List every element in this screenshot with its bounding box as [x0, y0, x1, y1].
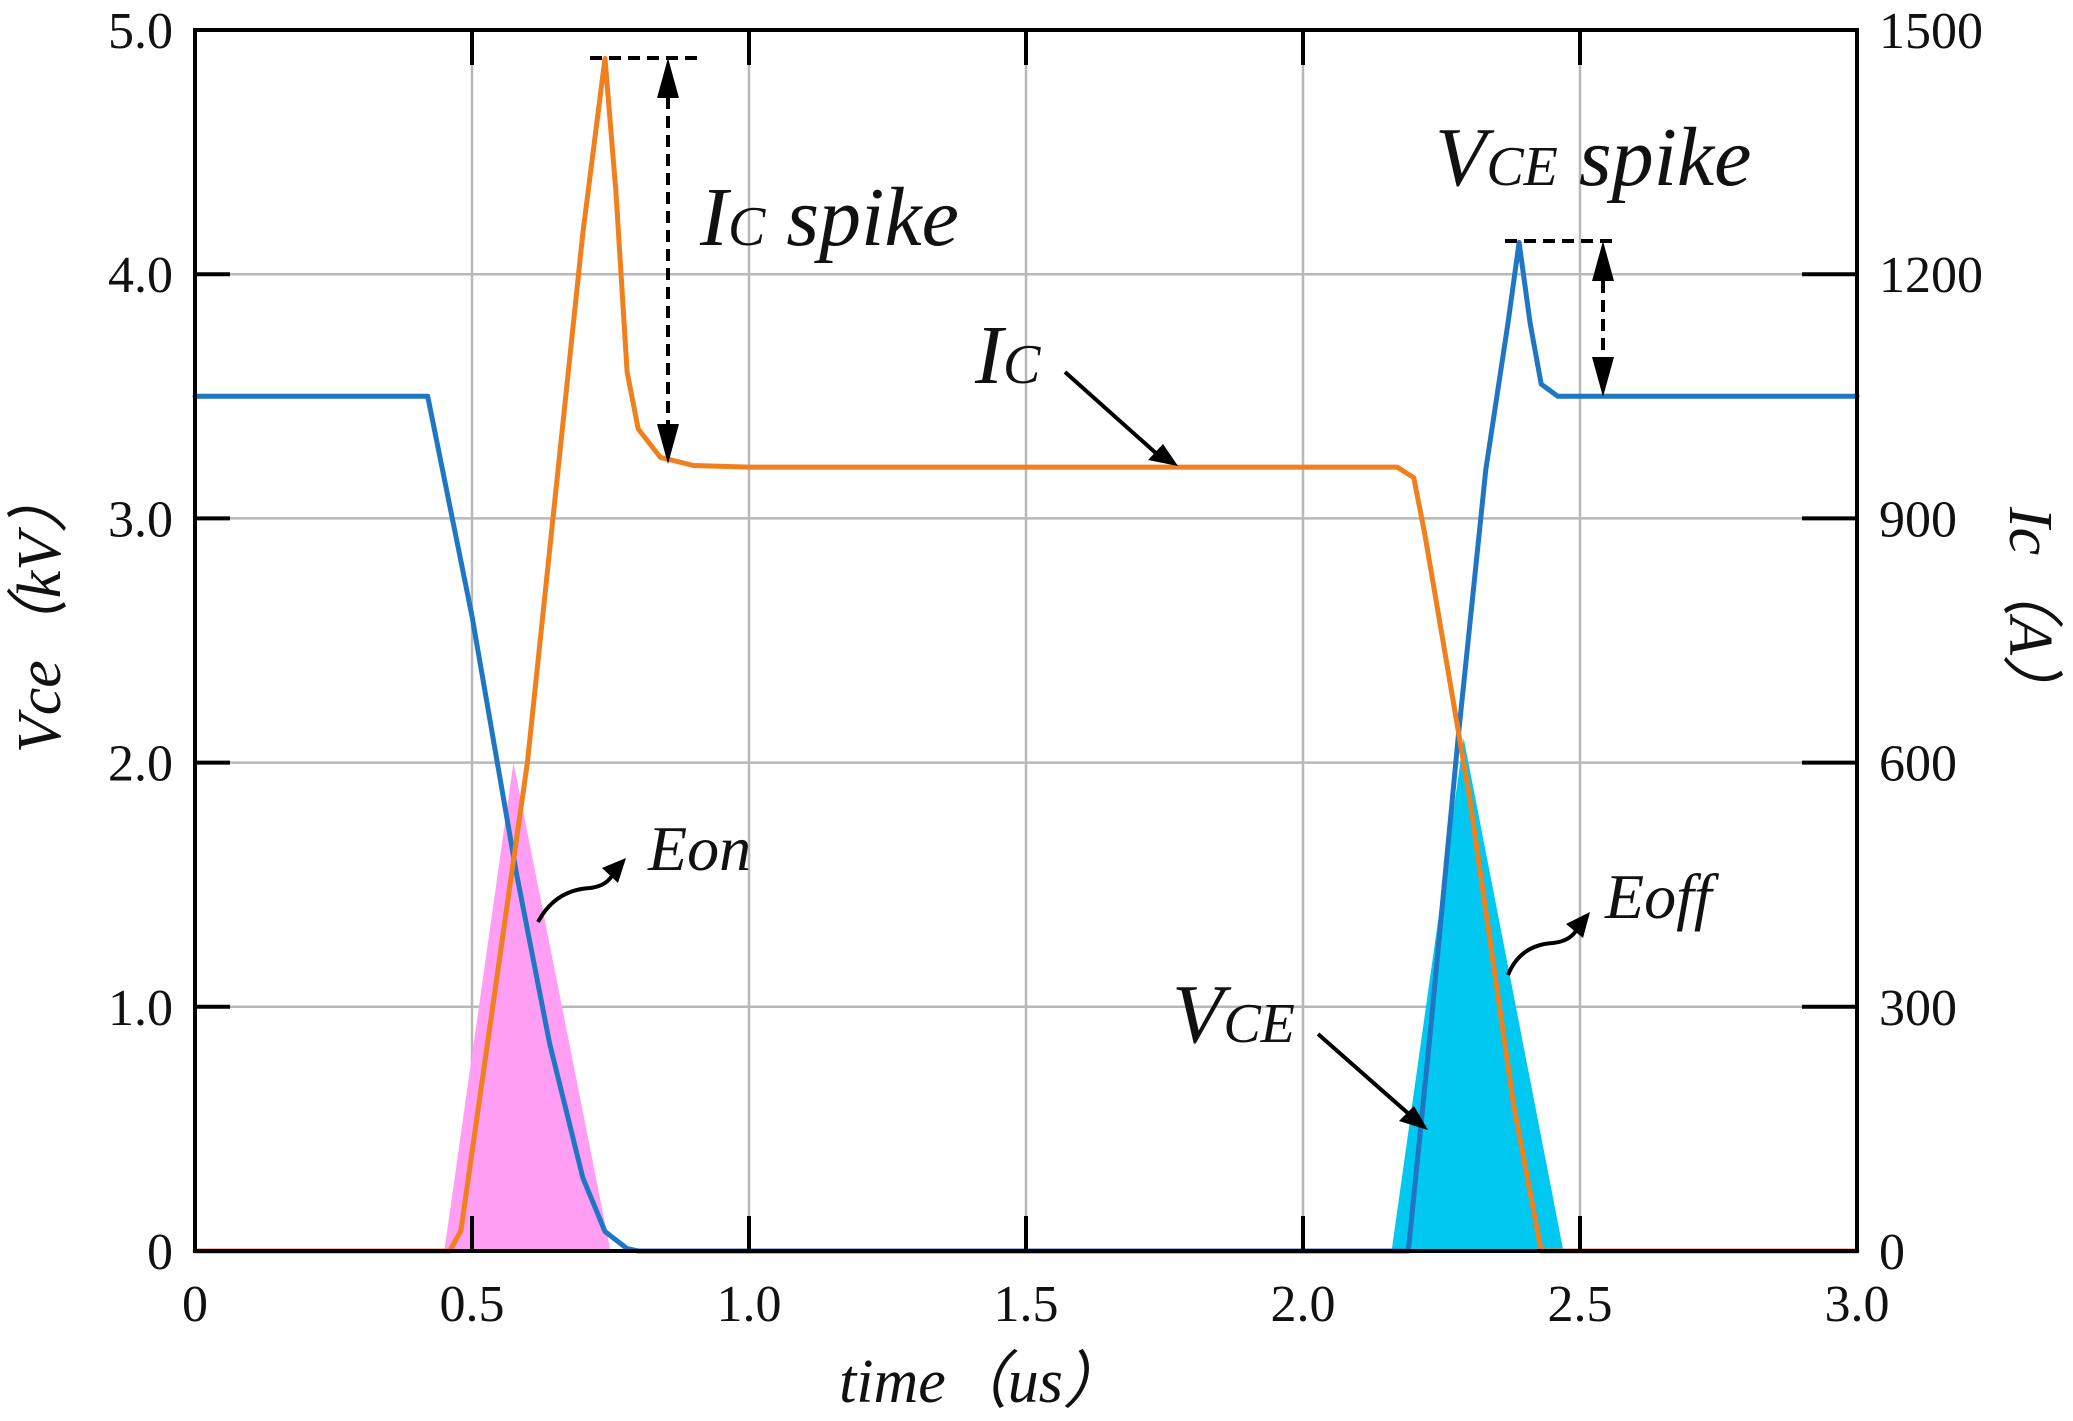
- x-axis-title: time（us）: [839, 1348, 1125, 1416]
- y-right-tick-label: 600: [1879, 736, 1957, 793]
- x-tick-label: 2.5: [1548, 1276, 1613, 1333]
- ic-curve-label-main: I: [974, 309, 1007, 402]
- y-left-tick-label: 3.0: [108, 491, 173, 548]
- y-left-tick-label: 5.0: [108, 3, 173, 60]
- vce-curve-arrow-head: [1399, 1106, 1428, 1130]
- y-right-tick-label: 900: [1879, 491, 1957, 548]
- vce-spike-label-rest: spike: [1558, 111, 1752, 204]
- eoff-area: [1391, 738, 1564, 1251]
- ic-spike-label-sub: C: [728, 196, 766, 258]
- annotations: IC spike VCE spike IC VCE Eon Eoff: [536, 56, 1751, 1130]
- series-lines: [192, 56, 1860, 1254]
- x-tick-label: 3.0: [1825, 1276, 1890, 1333]
- y-left-axis-title: Vce（kV）: [6, 471, 74, 753]
- vce-curve-label-sub: CE: [1223, 993, 1295, 1055]
- ic-spike-label-main: I: [699, 171, 732, 264]
- ic-curve-label: IC: [974, 309, 1041, 402]
- vce-spike-label: VCE spike: [1435, 111, 1751, 204]
- vce-spike-arrow-down: [1592, 357, 1614, 397]
- x-tick-label: 2.0: [1271, 1276, 1336, 1333]
- eon-arrow-curve: [536, 871, 616, 923]
- vce-curve-label-main: V: [1172, 968, 1232, 1061]
- ic-spike-label-rest: spike: [765, 171, 959, 264]
- x-tick-label: 1.5: [994, 1276, 1059, 1333]
- ic-line: [192, 56, 1860, 1254]
- y-left-tick-label: 4.0: [108, 247, 173, 304]
- energy-areas: [444, 738, 1564, 1251]
- y-right-tick-label: 0: [1879, 1224, 1905, 1281]
- eon-arrow-head: [602, 858, 626, 883]
- y-left-tick-label: 2.0: [108, 736, 173, 793]
- y-right-tick-label: 300: [1879, 980, 1957, 1037]
- vce-spike-arrow-up: [1592, 241, 1614, 281]
- vce-spike-label-main: V: [1435, 111, 1495, 204]
- eon-label: Eon: [647, 813, 751, 884]
- y-right-tick-label: 1500: [1879, 3, 1983, 60]
- eoff-label: Eoff: [1604, 861, 1720, 932]
- y-right-axis-title: Ic（A）: [1996, 506, 2064, 717]
- y-right-tick-label: 1200: [1879, 247, 1983, 304]
- ic-curve-arrow-line: [1063, 370, 1160, 457]
- ic-spike-arrow-up: [657, 58, 679, 98]
- vce-line: [192, 240, 1860, 1254]
- ic-spike-arrow-down: [657, 424, 679, 464]
- eoff-arrow-curve: [1506, 926, 1580, 976]
- ic-spike-label: IC spike: [699, 171, 959, 264]
- vce-curve-label: VCE: [1172, 968, 1295, 1061]
- y-left-tick-label: 0: [147, 1224, 173, 1281]
- x-tick-label: 0: [182, 1276, 208, 1333]
- y-left-tick-label: 1.0: [108, 980, 173, 1037]
- eoff-arrow-head: [1566, 912, 1590, 938]
- x-tick-label: 0.5: [440, 1276, 505, 1333]
- grid: [195, 30, 1857, 1251]
- x-tick-label: 1.0: [717, 1276, 782, 1333]
- ic-curve-arrow-head: [1148, 444, 1178, 466]
- tick-labels: 0 0.5 1.0 1.5 2.0 2.5 3.001.02.03.04.05.003006…: [108, 3, 1983, 1333]
- vce-spike-label-sub: CE: [1486, 136, 1558, 198]
- plot-frame: [193, 28, 1859, 1253]
- vce-curve-arrow-line: [1316, 1032, 1412, 1117]
- ic-curve-label-sub: C: [1003, 334, 1041, 396]
